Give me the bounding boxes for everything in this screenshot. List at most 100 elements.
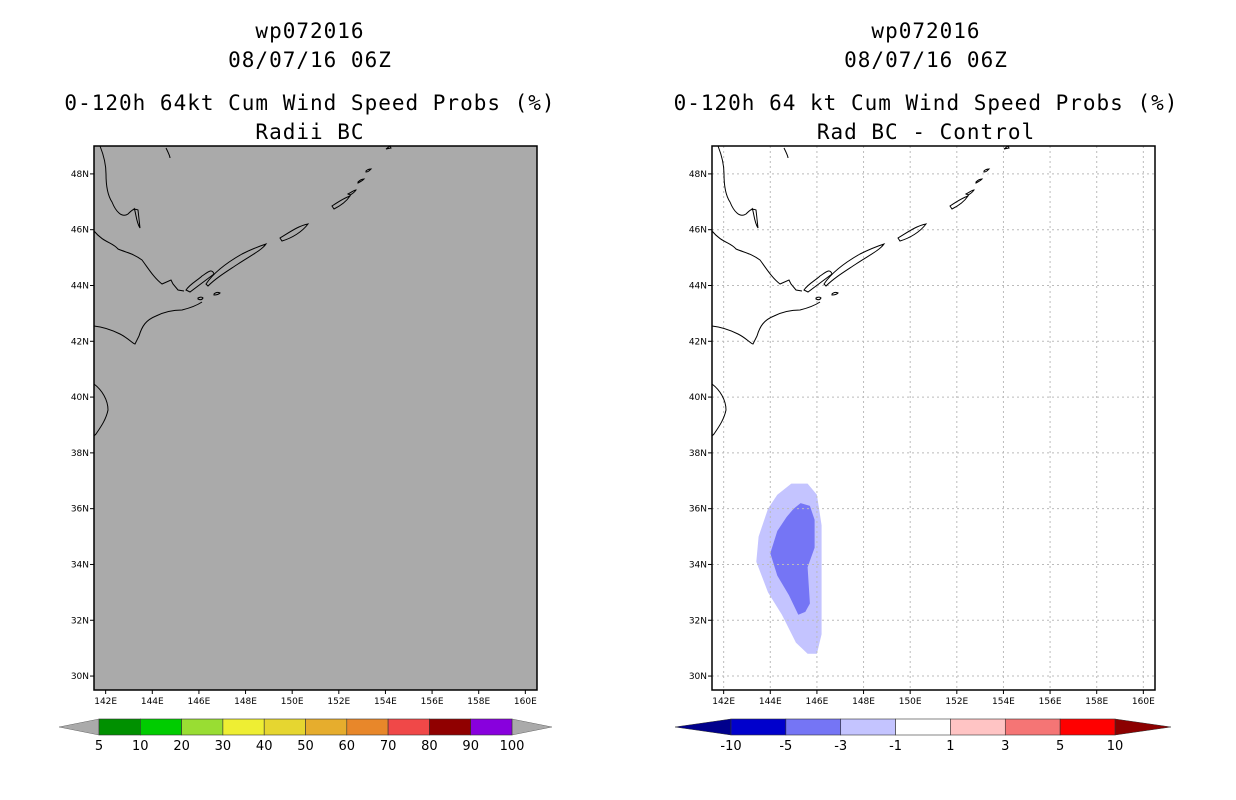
colorbar-swatch [263, 718, 306, 736]
y-tick-label: 42N [689, 337, 707, 347]
colorbar-swatch [387, 718, 430, 736]
coastline-segment [717, 145, 759, 229]
left-title-line1: wp072016 [255, 19, 365, 43]
right-title-line4: Rad BC - Control [816, 120, 1036, 144]
y-tick-label: 30N [689, 672, 707, 682]
map-frame [711, 145, 1156, 691]
y-tick-label: 32N [689, 616, 707, 626]
island-outline [949, 195, 970, 210]
coastline-segment [711, 383, 727, 437]
coastline-segment [99, 145, 141, 229]
island-outline [346, 189, 357, 196]
x-tick-label: 154E [992, 697, 1015, 707]
colorbar-label: 3 [1001, 739, 1009, 754]
colorbar-end-low [674, 718, 732, 736]
colorbar-label: 20 [173, 739, 190, 754]
x-tick-label: 158E [1085, 697, 1108, 707]
colorbar-swatch [140, 718, 182, 736]
island-outline [331, 195, 352, 210]
colorbar-label: 30 [215, 739, 232, 754]
x-tick-label: 146E [805, 697, 828, 707]
panel-1: 142E 144E 146E 148E 150E 152E 154E 156E 158E 160E… [58, 145, 553, 754]
x-tick-label: 142E [94, 697, 117, 707]
map-area [94, 146, 537, 690]
x-tick-label: 148E [852, 697, 875, 707]
y-tick-label: 38N [71, 449, 89, 459]
colorbar-swatch [346, 718, 389, 736]
colorbar-label: -10 [720, 739, 741, 754]
x-tick-label: 150E [281, 697, 304, 707]
colorbar-swatch [429, 718, 471, 736]
colorbar-swatch [1059, 718, 1116, 736]
colorbar-label: 70 [380, 739, 397, 754]
panel-2: 142E 144E 146E 148E 150E 152E 154E 156E 158E 160E… [674, 145, 1172, 754]
colorbar-label: -1 [889, 739, 902, 754]
colorbar-label: 80 [421, 739, 438, 754]
island-outline [1003, 145, 1010, 150]
x-tick-label: 154E [374, 697, 397, 707]
coastline-segment [165, 147, 171, 159]
island-outline [964, 189, 975, 196]
coastline-segment [93, 230, 185, 292]
x-tick-label: 146E [187, 697, 210, 707]
colorbar-end-high [511, 718, 553, 736]
left-title-line4: Radii BC [255, 120, 365, 144]
island-outline [213, 291, 221, 296]
coastline-segment [711, 301, 821, 345]
island-outline [279, 223, 310, 242]
coastline-segment [711, 230, 803, 292]
colorbar-swatch [1004, 718, 1061, 736]
y-tick-label: 40N [689, 393, 707, 403]
x-tick-label: 160E [514, 697, 537, 707]
colorbar-swatch [950, 718, 1006, 736]
y-tick-label: 44N [71, 281, 89, 291]
island-outline [823, 243, 886, 287]
colorbar-label: 50 [297, 739, 314, 754]
colorbar-swatch [305, 718, 348, 736]
right-title-line3: 0-120h 64 kt Cum Wind Speed Probs (%) [673, 91, 1179, 115]
x-tick-label: 160E [1132, 697, 1155, 707]
y-tick-label: 46N [71, 226, 89, 236]
y-tick-label: 42N [71, 337, 89, 347]
coastline [93, 145, 392, 437]
colorbar-label: -5 [779, 739, 792, 754]
colorbar-end-high [1114, 718, 1172, 736]
island-outline [897, 223, 928, 242]
x-tick-label: 144E [141, 697, 164, 707]
island-outline [385, 145, 392, 150]
colorbar-end-low [58, 718, 100, 736]
colorbar-swatch [222, 718, 265, 736]
coastline [711, 145, 1010, 437]
right-title-line2: 08/07/16 06Z [844, 48, 1008, 72]
island-outline [815, 296, 822, 301]
x-tick-label: 156E [421, 697, 444, 707]
y-tick-label: 48N [689, 170, 707, 180]
colorbar-swatch [98, 718, 141, 736]
colorbar-swatch [840, 718, 896, 736]
colorbar-label: 10 [1107, 739, 1124, 754]
colorbar: 5 10 20 30 40 50 60 70 80 90 100 [58, 718, 553, 754]
contour-1 [770, 503, 815, 615]
colorbar-label: 90 [462, 739, 479, 754]
colorbar-label: 5 [1056, 739, 1064, 754]
x-tick-label: 142E [712, 697, 735, 707]
colorbar-label: 40 [256, 739, 273, 754]
colorbar-label: 1 [946, 739, 954, 754]
y-tick-label: 38N [689, 449, 707, 459]
island-outline [185, 270, 215, 293]
colorbar-swatch [470, 718, 513, 736]
y-tick-label: 32N [71, 616, 89, 626]
island-outline [803, 270, 833, 293]
colorbar-swatch [785, 718, 842, 736]
coastline-segment [93, 301, 203, 345]
y-tick-label: 40N [71, 393, 89, 403]
island-outline [975, 178, 984, 184]
island-outline [357, 178, 366, 184]
island-outline [365, 168, 373, 173]
colorbar-swatch [181, 718, 224, 736]
coastline-segment [783, 147, 789, 159]
y-tick-label: 46N [689, 226, 707, 236]
y-tick-label: 36N [71, 505, 89, 515]
